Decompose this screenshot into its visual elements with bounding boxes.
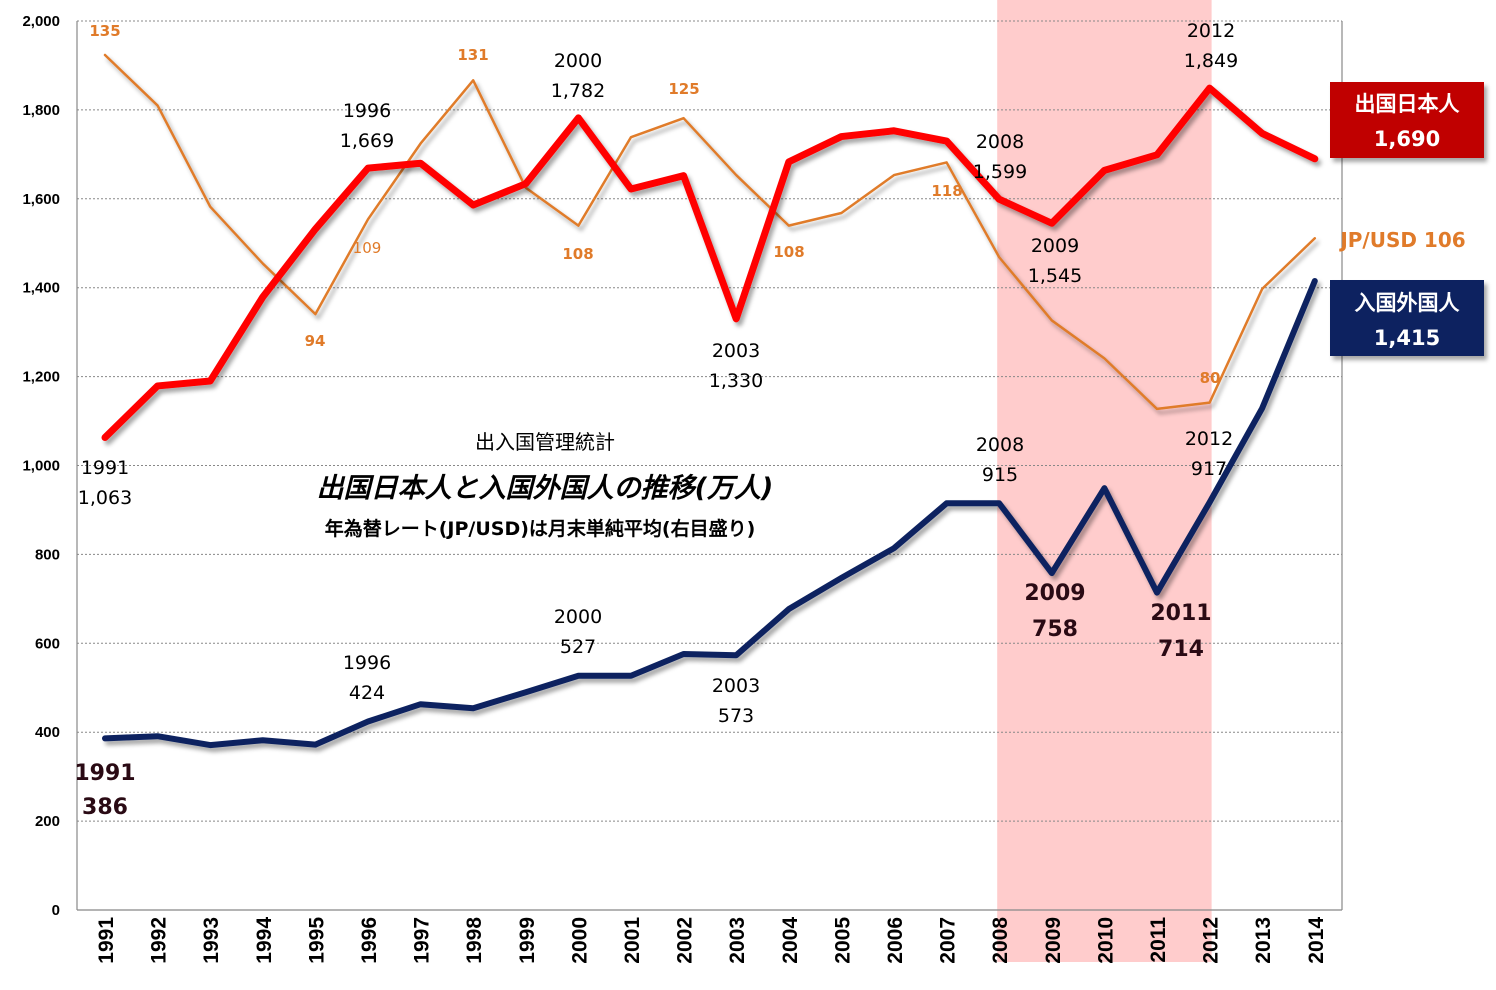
x-tick-label: 2009: [1042, 917, 1065, 964]
x-tick-label: 1997: [411, 917, 434, 964]
blue-annotation-year: 2000: [554, 606, 602, 628]
x-tick-label: 2013: [1252, 917, 1275, 964]
highlight-band: [997, 0, 1212, 962]
red-annotation-year: 2012: [1187, 20, 1235, 42]
x-tick-label: 2001: [621, 917, 644, 964]
red-annotation-value: 1,545: [1028, 265, 1082, 287]
y-axis-ticks: 0 200 400 600 800 1,000 1,200 1,400 1,600 1,800 2,…: [22, 13, 60, 919]
x-tick-label: 1995: [305, 917, 328, 964]
orange-annotation: 108: [773, 243, 804, 261]
y-tick-label: 400: [35, 724, 60, 741]
red-annotation-value: 1,849: [1184, 50, 1238, 72]
red-annotation-value: 1,330: [709, 370, 763, 392]
red-annotation-year: 1996: [343, 100, 391, 122]
blue-annotation-year: 2009: [1024, 581, 1085, 606]
red-annotation-year: 1991: [81, 457, 129, 479]
blue-annotation-value: 714: [1158, 637, 1204, 662]
blue-annotation-value: 573: [718, 705, 754, 727]
orange-annotation: 135: [89, 22, 120, 40]
legend-blue-label: 入国外国人: [1355, 291, 1460, 315]
blue-annotation-value: 386: [82, 795, 128, 820]
x-tick-label: 2005: [831, 917, 854, 964]
blue-annotation-value: 915: [982, 464, 1018, 486]
y-tick-label: 1,800: [22, 102, 60, 119]
gridlines: [77, 20, 1342, 822]
x-tick-label: 1993: [200, 917, 223, 964]
red-annotation-value: 1,782: [551, 80, 605, 102]
x-tick-label: 2014: [1305, 917, 1328, 964]
y-tick-label: 1,600: [22, 191, 60, 208]
x-tick-label: 2007: [937, 917, 960, 964]
blue-annotation-value: 758: [1032, 617, 1078, 642]
x-tick-label: 2011: [1147, 917, 1170, 963]
axes: [76, 21, 1343, 911]
legend-red-label: 出国日本人: [1355, 92, 1460, 116]
legend-red-box: [1330, 82, 1484, 158]
orange-annotation: 109: [353, 239, 382, 257]
orange-annotation: 125: [668, 80, 699, 98]
x-tick-label: 2008: [989, 917, 1012, 964]
y-tick-label: 600: [35, 635, 60, 652]
y-tick-label: 2,000: [22, 13, 60, 30]
legend: 出国日本人 1,690 JP/USD 106 入国外国人 1,415: [1330, 82, 1484, 356]
blue-annotation-year: 1996: [343, 652, 391, 674]
orange-annotation: 108: [562, 245, 593, 263]
x-tick-label: 1992: [148, 917, 171, 964]
blue-annotation-value: 424: [349, 682, 385, 704]
x-tick-label: 2012: [1200, 917, 1223, 964]
red-annotation-year: 2008: [976, 131, 1024, 153]
x-tick-label: 2000: [568, 917, 591, 964]
blue-annotation-value: 527: [560, 636, 596, 658]
data-labels: 1991 1,063 1996 1,669 2000 1,782 2003 1,330 2008…: [74, 20, 1238, 820]
y-tick-label: 800: [35, 546, 60, 563]
series-line-1: [102, 278, 1318, 749]
y-tick-label: 1,000: [22, 458, 60, 475]
y-tick-label: 200: [35, 813, 60, 830]
orange-annotation: 80: [1200, 369, 1221, 387]
red-annotation-value: 1,599: [973, 161, 1027, 183]
chart-subtitle: 出国日本人と入国外国人の推移(万人): [317, 473, 774, 504]
orange-annotation: 118: [931, 182, 962, 200]
y-tick-label: 1,200: [22, 369, 60, 386]
red-annotation-year: 2003: [712, 340, 760, 362]
red-annotation-year: 2000: [554, 50, 602, 72]
y-tick-label: 0: [52, 902, 60, 919]
red-annotation-value: 1,063: [78, 487, 132, 509]
legend-red-value: 1,690: [1374, 127, 1440, 151]
blue-annotation-value: 917: [1191, 458, 1227, 480]
blue-annotation-year: 2003: [712, 675, 760, 697]
y-tick-label: 1,400: [22, 280, 60, 297]
x-tick-label: 1991: [95, 917, 118, 964]
x-tick-label: 1998: [463, 917, 486, 964]
legend-blue-value: 1,415: [1374, 326, 1440, 350]
x-tick-label: 2002: [674, 917, 697, 964]
x-tick-label: 1999: [516, 917, 539, 964]
x-tick-label: 1996: [358, 917, 381, 964]
chart-title: 出入国管理統計: [475, 430, 615, 454]
blue-annotation-year: 2008: [976, 434, 1024, 456]
x-tick-label: 2006: [884, 917, 907, 964]
red-annotation-year: 2009: [1031, 235, 1079, 257]
orange-annotation: 131: [457, 46, 488, 64]
x-tick-label: 2003: [726, 917, 749, 964]
blue-annotation-year: 2012: [1185, 428, 1233, 450]
blue-annotation-year: 1991: [74, 761, 135, 786]
legend-orange-label: JP/USD 106: [1338, 228, 1465, 252]
series-lines: [101, 53, 1319, 749]
x-tick-label: 2004: [779, 917, 802, 964]
legend-blue-box: [1330, 280, 1484, 356]
x-axis-ticks: 1991 1992 1993 1994 1995 1996 1997 1998 1999 2000…: [95, 917, 1328, 964]
x-tick-label: 2010: [1094, 917, 1117, 964]
series-line-0: [101, 84, 1319, 441]
chart-note: 年為替レート(JP/USD)は月末単純平均(右目盛り): [325, 517, 756, 540]
chart-titles: 出入国管理統計 出国日本人と入国外国人の推移(万人) 年為替レート(JP/USD…: [317, 430, 774, 540]
x-tick-label: 1994: [253, 917, 276, 964]
series-line-2: [103, 53, 1317, 411]
red-annotation-value: 1,669: [340, 130, 394, 152]
orange-annotation: 94: [305, 332, 326, 350]
blue-annotation-year: 2011: [1150, 601, 1211, 626]
